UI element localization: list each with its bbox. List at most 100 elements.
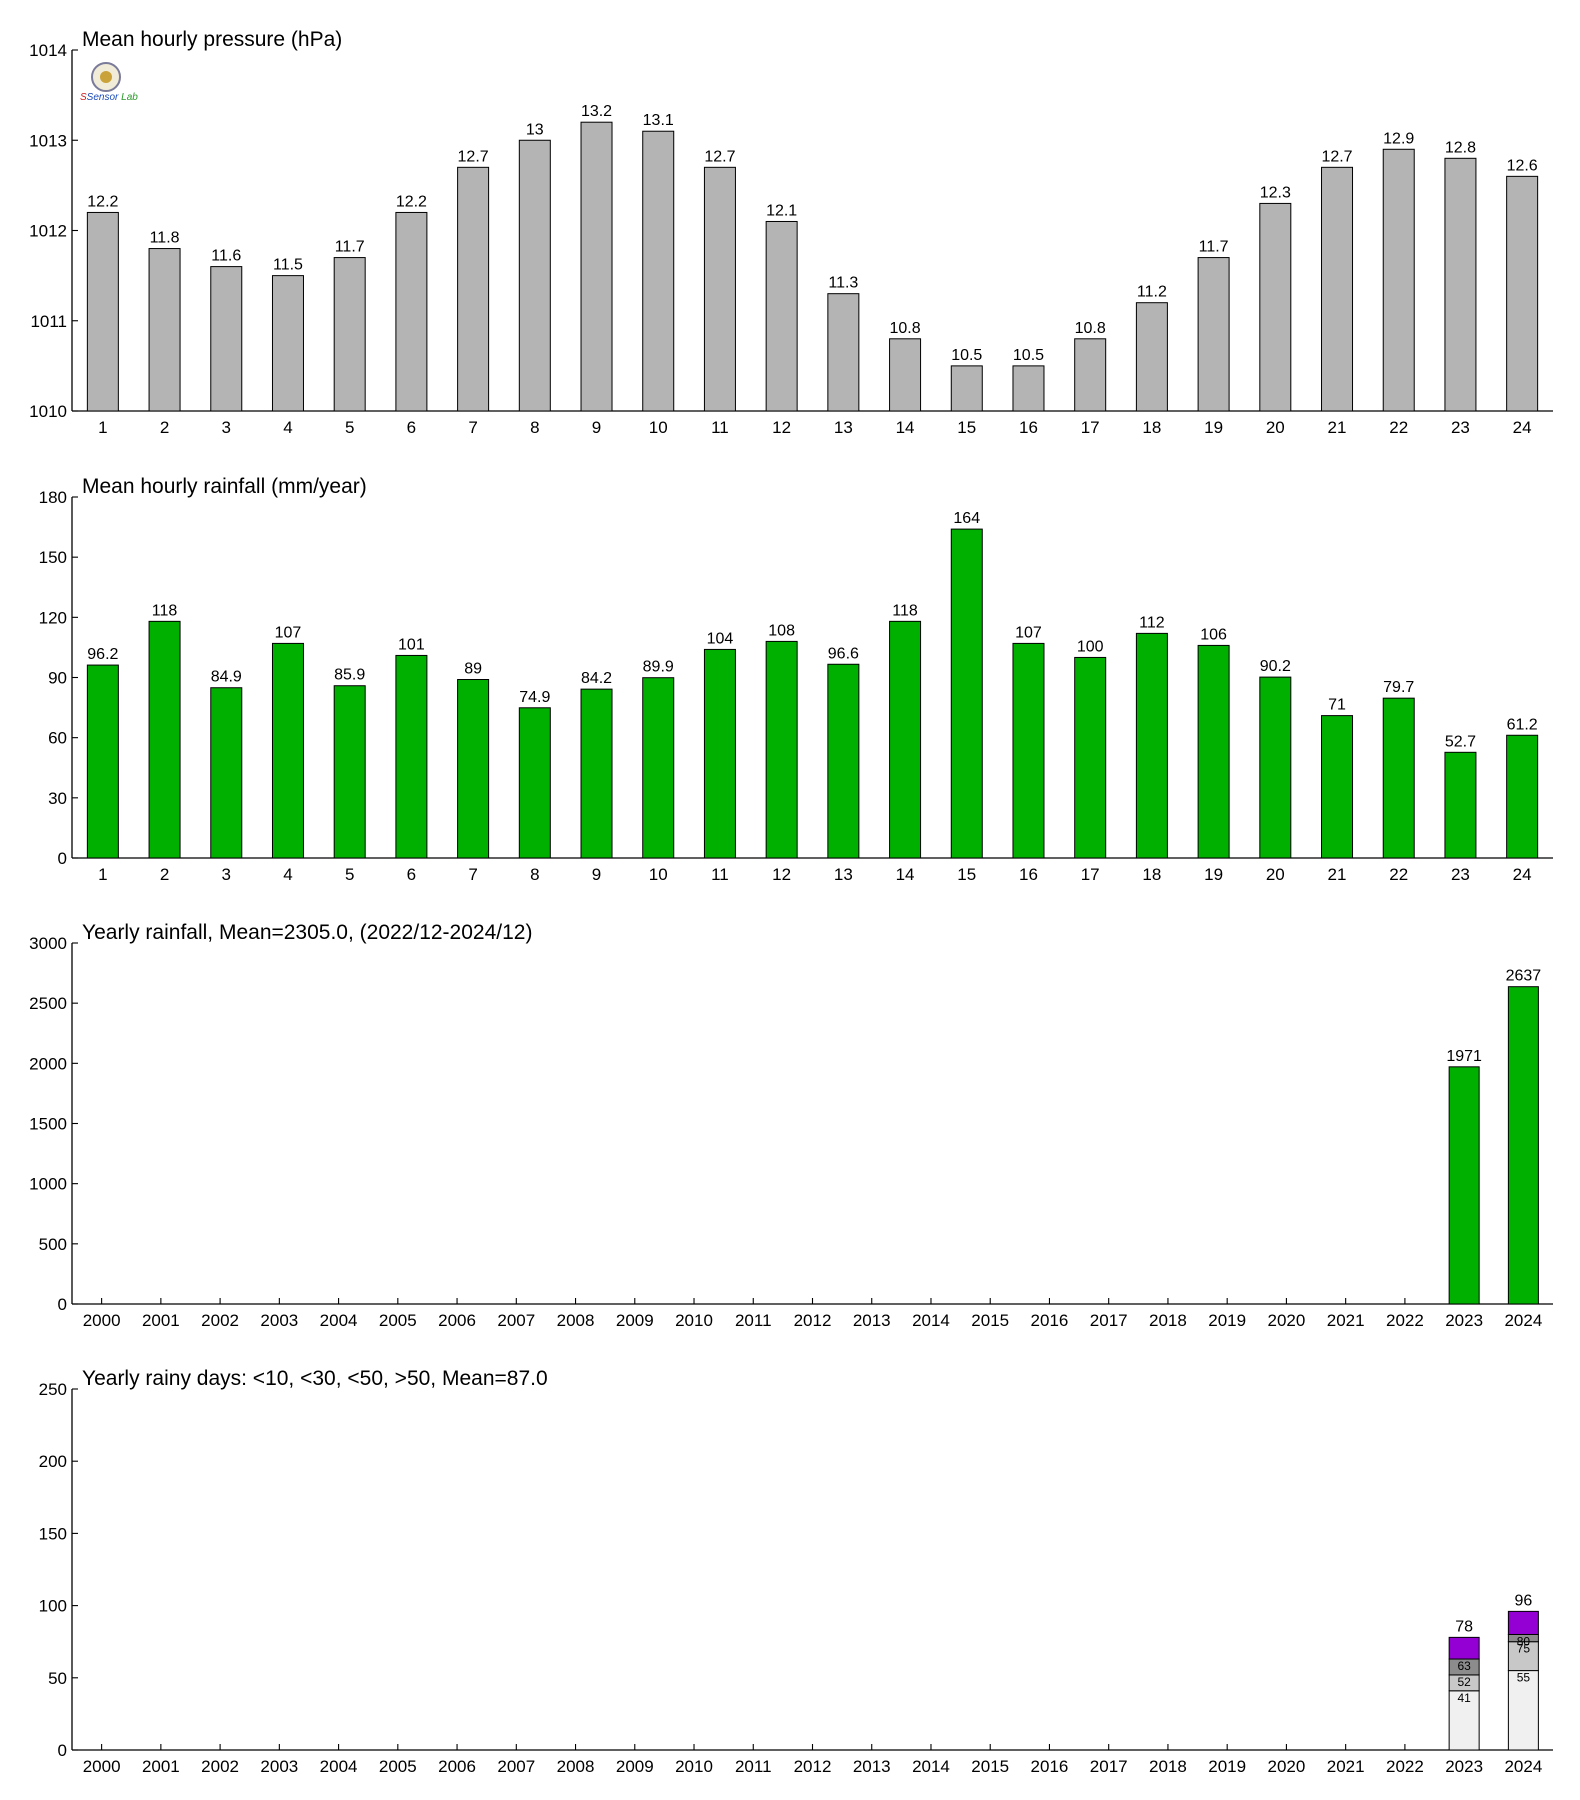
- bar-value-label: 12.7: [704, 148, 735, 165]
- bar: [1382, 148, 1415, 412]
- x-tick-label: 22: [1389, 418, 1408, 437]
- y-tick-label: 120: [39, 608, 67, 627]
- bar-value-label: 12.3: [1260, 184, 1291, 201]
- bar: [580, 121, 613, 412]
- bar-value-label: 106: [1200, 626, 1227, 643]
- x-tick-label: 2001: [142, 1757, 180, 1776]
- x-tick-label: 2002: [201, 1757, 239, 1776]
- x-tick-label: 12: [772, 865, 791, 884]
- x-tick-label: 2014: [912, 1757, 950, 1776]
- stack-segment-label: 55: [1517, 1671, 1531, 1685]
- bar: [1382, 697, 1415, 859]
- bar-value-label: 89.9: [643, 659, 674, 676]
- x-tick-label: 2014: [912, 1311, 950, 1330]
- bar: [950, 365, 983, 412]
- stack-total-label: 96: [1514, 1592, 1532, 1609]
- stack-total-label: 78: [1455, 1618, 1473, 1635]
- bar: [1321, 715, 1354, 859]
- bar-value-label: 12.7: [458, 148, 489, 165]
- bar-value-label: 100: [1077, 638, 1104, 655]
- x-tick-label: 8: [530, 418, 539, 437]
- bar-value-label: 52.7: [1445, 733, 1476, 750]
- bar: [765, 220, 798, 412]
- x-tick-label: 2013: [853, 1757, 891, 1776]
- y-tick-label: 200: [39, 1452, 67, 1471]
- x-tick-label: 2019: [1208, 1757, 1246, 1776]
- y-tick-label: 60: [48, 729, 67, 748]
- stack-segment: [1507, 1610, 1539, 1635]
- bar: [395, 654, 428, 859]
- x-tick-label: 24: [1513, 865, 1532, 884]
- stack-segment-label: 52: [1457, 1675, 1471, 1689]
- bar: [580, 688, 613, 859]
- bar: [1135, 632, 1168, 859]
- x-tick-label: 2003: [260, 1311, 298, 1330]
- bar: [1197, 257, 1230, 412]
- chart-title: Yearly rainy days: <10, <30, <50, >50, M…: [82, 1367, 548, 1390]
- y-tick-label: 150: [39, 548, 67, 567]
- bar-value-label: 90.2: [1260, 658, 1291, 675]
- bar: [1012, 642, 1045, 859]
- bar: [148, 620, 181, 859]
- x-tick-label: 12: [772, 418, 791, 437]
- bar: [642, 130, 675, 412]
- x-tick-label: 15: [957, 418, 976, 437]
- y-tick-label: 500: [39, 1235, 67, 1254]
- x-tick-label: 21: [1328, 865, 1347, 884]
- bar-value-label: 10.8: [1075, 320, 1106, 337]
- bar: [827, 663, 860, 859]
- bar: [1506, 734, 1539, 859]
- x-tick-label: 22: [1389, 865, 1408, 884]
- x-tick-label: 2022: [1386, 1311, 1424, 1330]
- bar: [765, 640, 798, 859]
- bar-value-label: 89: [464, 661, 482, 678]
- bar: [457, 166, 490, 412]
- x-tick-label: 2021: [1327, 1311, 1365, 1330]
- y-tick-label: 2500: [29, 994, 67, 1013]
- x-tick-label: 2009: [616, 1757, 654, 1776]
- x-tick-label: 3: [222, 865, 231, 884]
- bar: [889, 338, 922, 412]
- x-tick-label: 5: [345, 418, 354, 437]
- y-tick-label: 0: [58, 1295, 67, 1314]
- bar-value-label: 13.1: [643, 112, 674, 129]
- bar-value-label: 104: [707, 630, 734, 647]
- x-tick-label: 2005: [379, 1757, 417, 1776]
- bar-value-label: 12.6: [1507, 157, 1538, 174]
- bar: [333, 685, 366, 859]
- bar: [86, 211, 119, 412]
- x-tick-label: 2017: [1090, 1311, 1128, 1330]
- x-tick-label: 2018: [1149, 1757, 1187, 1776]
- bar-value-label: 107: [275, 624, 302, 641]
- bar: [950, 528, 983, 859]
- x-tick-label: 2003: [260, 1757, 298, 1776]
- bar: [148, 248, 181, 412]
- x-tick-label: 2011: [735, 1757, 772, 1776]
- x-tick-label: 13: [834, 865, 853, 884]
- bar: [703, 166, 736, 412]
- bar-value-label: 11.3: [828, 275, 858, 292]
- bar: [889, 620, 922, 859]
- bar-value-label: 12.2: [396, 193, 427, 210]
- x-tick-label: 2006: [438, 1311, 476, 1330]
- bar-value-label: 112: [1139, 614, 1165, 631]
- x-tick-label: 14: [896, 865, 915, 884]
- bar-value-label: 84.9: [211, 669, 242, 686]
- bar-value-label: 12.1: [766, 202, 797, 219]
- y-tick-label: 180: [39, 488, 67, 507]
- x-tick-label: 2020: [1268, 1757, 1306, 1776]
- stack-segment: [1448, 1690, 1480, 1751]
- bar: [1012, 365, 1045, 412]
- bar-value-label: 164: [953, 510, 980, 527]
- y-tick-label: 1010: [29, 402, 67, 421]
- chart-title: Yearly rainfall, Mean=2305.0, (2022/12-2…: [82, 921, 532, 944]
- bar-value-label: 11.7: [335, 239, 365, 256]
- bar-value-label: 10.5: [1013, 347, 1044, 364]
- x-tick-label: 9: [592, 418, 601, 437]
- x-tick-label: 2015: [971, 1757, 1009, 1776]
- x-tick-label: 2007: [497, 1311, 535, 1330]
- bar-value-label: 1971: [1446, 1048, 1482, 1065]
- x-tick-label: 2023: [1445, 1311, 1483, 1330]
- x-tick-label: 3: [222, 418, 231, 437]
